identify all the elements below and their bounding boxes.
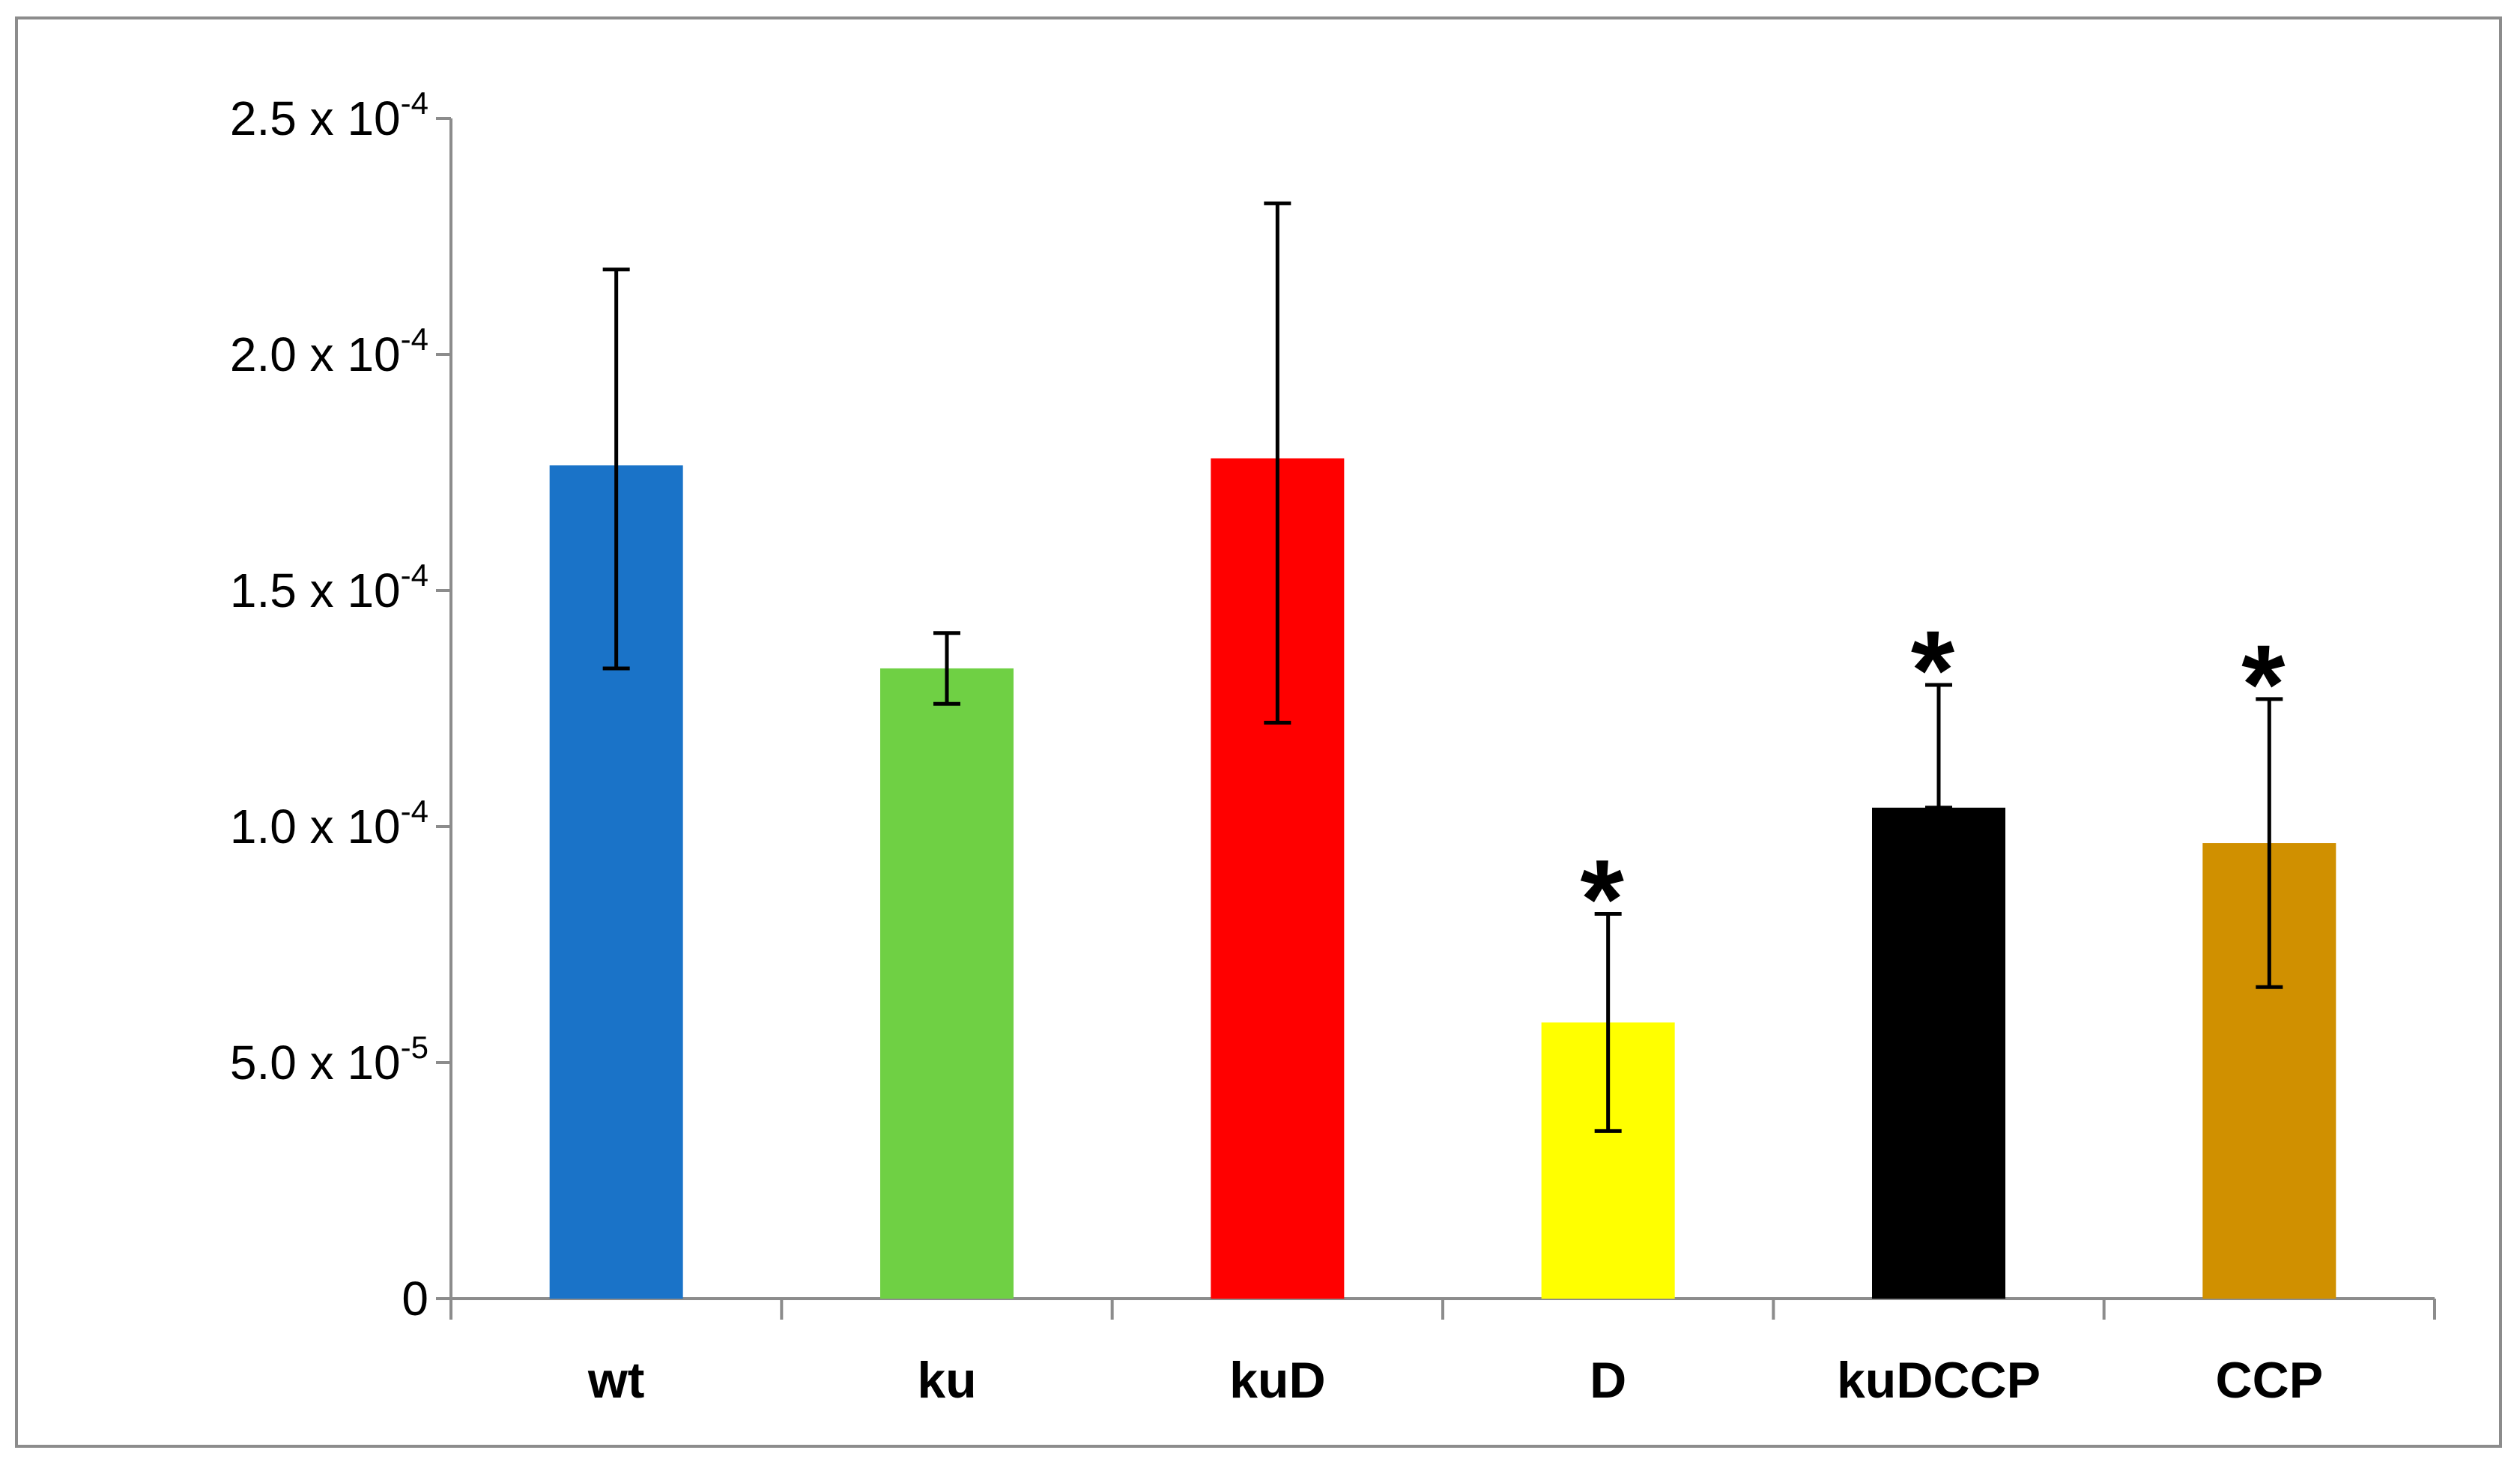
y-tick-label: 5.0 x 10-5: [230, 1030, 428, 1090]
y-tick-label: 1.0 x 10-4: [230, 794, 428, 854]
y-tick-label: 2.0 x 10-4: [230, 321, 428, 381]
significance-marker: *: [2241, 621, 2286, 747]
bar-kuDCCP: [1872, 807, 2005, 1299]
bar-ku: [880, 668, 1014, 1299]
labels: wt ku kuD D * kuDCCP * CCP *: [587, 607, 2323, 1409]
y-tick-label: 2.5 x 10-4: [230, 85, 428, 145]
x-tick-label: CCP: [2216, 1352, 2324, 1409]
significance-marker: *: [1580, 836, 1624, 962]
x-tick-label: D: [1590, 1352, 1626, 1409]
y-tick-label: 1.5 x 10-4: [230, 558, 428, 617]
x-tick-label: wt: [587, 1352, 645, 1409]
x-tick-label: ku: [917, 1352, 976, 1409]
significance-marker: *: [1911, 607, 1955, 733]
x-tick-label: kuD: [1229, 1352, 1325, 1409]
error-bars: [602, 201, 2283, 1133]
axes: 0 5.0 x 10-5 1.0 x 10-4 1.5 x 10-4 2.0 x 10-…: [230, 85, 2436, 1326]
x-tick-label: kuDCCP: [1837, 1352, 2041, 1409]
bars: [549, 458, 2336, 1299]
y-tick-label: 0: [402, 1272, 428, 1326]
